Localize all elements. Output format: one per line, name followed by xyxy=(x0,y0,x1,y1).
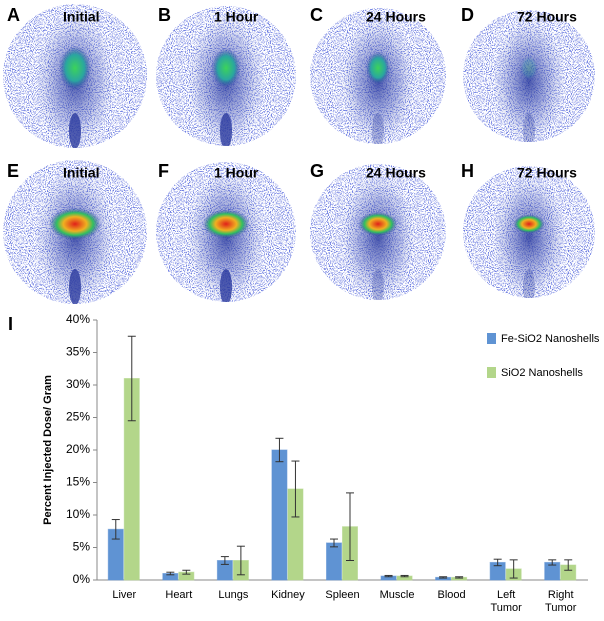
y-tick-label: 35% xyxy=(66,345,90,359)
x-tick-label: Blood xyxy=(437,589,466,601)
scan-panel: H 72 Hours xyxy=(461,161,595,298)
panel-letter: I xyxy=(8,314,13,334)
error-bar xyxy=(400,574,409,578)
scan-image xyxy=(463,166,595,298)
panel-letter: B xyxy=(158,5,171,25)
panel-label: 1 Hour xyxy=(214,165,259,181)
hot-spot xyxy=(202,209,250,239)
error-bar xyxy=(548,559,557,566)
y-tick-label: 20% xyxy=(66,442,90,456)
panel-letter: H xyxy=(461,161,474,181)
panel-label: 72 Hours xyxy=(517,165,577,181)
x-tick-label: Kidney xyxy=(271,589,305,601)
scan-image xyxy=(463,10,595,142)
scan-panel: G 24 Hours xyxy=(310,161,446,300)
error-bar xyxy=(509,559,518,579)
tail xyxy=(69,269,81,304)
panel-label: 24 Hours xyxy=(366,9,426,25)
y-tick-label: 40% xyxy=(66,312,90,326)
scan-image xyxy=(156,6,296,146)
scan-image xyxy=(310,164,446,300)
body-glow xyxy=(492,174,566,298)
panel-letter: F xyxy=(158,161,169,181)
error-bar xyxy=(182,569,191,575)
scan-image xyxy=(156,162,296,302)
y-tick-label: 10% xyxy=(66,507,90,521)
error-bar xyxy=(291,460,300,518)
error-bar xyxy=(330,538,338,548)
panel-label: 1 Hour xyxy=(214,9,259,25)
hot-spot xyxy=(59,46,91,90)
y-tick-label: 5% xyxy=(73,540,91,554)
panel-letter: D xyxy=(461,5,474,25)
error-bar xyxy=(166,571,175,576)
error-bar xyxy=(455,576,464,579)
error-bar xyxy=(111,519,120,540)
scan-panel: C 24 Hours xyxy=(310,5,446,144)
bar xyxy=(326,542,342,581)
panel-letter: A xyxy=(7,5,20,25)
scan-image xyxy=(310,8,446,144)
y-tick-label: 0% xyxy=(73,572,91,586)
error-bar xyxy=(564,559,573,571)
error-bar xyxy=(236,545,245,576)
tail xyxy=(523,269,535,298)
scan-panel: D 72 Hours xyxy=(461,5,595,142)
error-bar xyxy=(127,335,136,422)
legend-label: SiO2 Nanoshells xyxy=(501,367,583,379)
panel-label: Initial xyxy=(63,9,100,25)
tail xyxy=(372,113,384,144)
panel-label: Initial xyxy=(63,165,100,181)
x-tick-label: Heart xyxy=(165,589,193,601)
scan-panel: A Initial xyxy=(3,4,147,148)
error-bar xyxy=(275,437,284,463)
scan-image xyxy=(3,160,147,304)
y-tick-label: 30% xyxy=(66,377,90,391)
tail xyxy=(220,113,232,146)
error-bar xyxy=(384,574,393,578)
hot-spot xyxy=(211,48,241,88)
hot-spot xyxy=(358,212,398,236)
hot-spot xyxy=(49,208,101,240)
error-bar xyxy=(439,576,448,579)
error-bar xyxy=(220,556,229,565)
tail xyxy=(220,269,232,302)
scan-panel: F 1 Hour xyxy=(156,161,296,302)
y-tick-label: 15% xyxy=(66,475,90,489)
x-tick-label: Lungs xyxy=(218,589,249,601)
hot-spot xyxy=(366,51,390,85)
x-tick-label: Liver xyxy=(112,589,137,601)
bar xyxy=(271,449,288,581)
x-tick-label: Muscle xyxy=(379,589,415,601)
tail xyxy=(523,113,535,142)
scan-image xyxy=(3,4,147,148)
panel-letter: G xyxy=(310,161,324,181)
tail xyxy=(69,113,81,148)
scan-panel: B 1 Hour xyxy=(156,5,296,146)
scan-panel: E Initial xyxy=(3,160,147,304)
y-axis-label: Percent Injected Dose/ Gram xyxy=(42,375,54,525)
panel-letter: E xyxy=(7,161,19,181)
body-glow xyxy=(340,172,416,300)
tail xyxy=(372,269,384,300)
error-bar xyxy=(493,558,502,567)
panel-letter: C xyxy=(310,5,323,25)
legend-swatch xyxy=(487,367,496,378)
x-tick-label: Spleen xyxy=(325,589,360,601)
error-bar xyxy=(346,492,354,561)
panel-label: 24 Hours xyxy=(366,165,426,181)
y-tick-label: 25% xyxy=(66,410,90,424)
x-tick-label: Left Tumor xyxy=(490,589,522,614)
legend-swatch xyxy=(487,333,496,344)
legend-label: Fe-SiO2 Nanoshells xyxy=(501,333,600,345)
x-tick-label: Right Tumor xyxy=(545,589,577,614)
hot-spot xyxy=(519,54,539,82)
panel-label: 72 Hours xyxy=(517,9,577,25)
hot-spot xyxy=(513,214,545,234)
